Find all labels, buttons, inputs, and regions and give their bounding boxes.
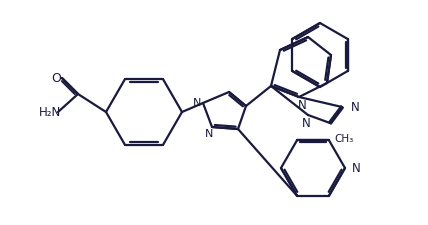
Text: H₂N: H₂N bbox=[39, 106, 61, 119]
Text: N: N bbox=[297, 99, 306, 112]
Text: N: N bbox=[302, 117, 310, 130]
Text: N: N bbox=[193, 98, 201, 108]
Text: N: N bbox=[205, 128, 213, 138]
Text: N: N bbox=[351, 101, 360, 114]
Text: N: N bbox=[352, 162, 361, 175]
Text: CH₃: CH₃ bbox=[334, 134, 353, 144]
Text: O: O bbox=[51, 72, 61, 85]
